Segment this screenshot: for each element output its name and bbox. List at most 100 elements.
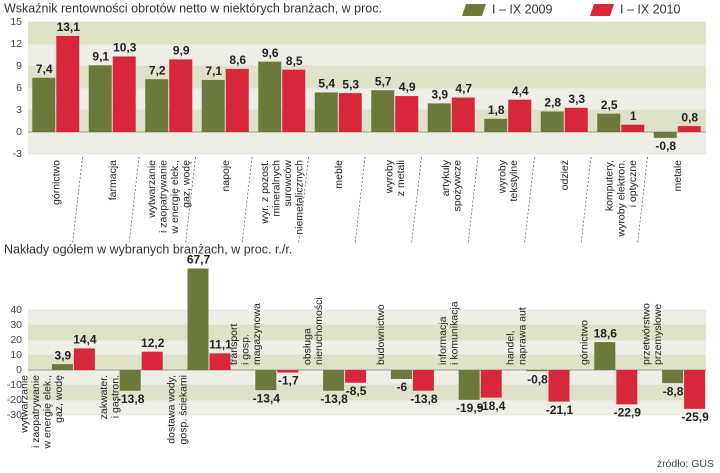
- x-tick-label: zakwater.i gastron.: [98, 375, 122, 419]
- x-tick-label: górnictwo: [50, 160, 62, 205]
- y-tick-label: 6: [16, 82, 22, 94]
- value-label: 7,1: [205, 64, 222, 78]
- x-tick-label: wytwarzaniei zaopatrywaniew energię elek…: [18, 375, 65, 450]
- bar: [684, 370, 706, 409]
- x-tick-label: przetwórstwoprzemysłowe: [640, 303, 664, 365]
- bar: [145, 79, 169, 132]
- bar: [338, 93, 362, 132]
- bar: [51, 364, 73, 370]
- chart-title: Nakłady ogółem w wybranych branżach, w p…: [4, 242, 292, 256]
- category-label-group: meble: [333, 160, 345, 189]
- bar: [323, 370, 345, 391]
- value-label: 12,2: [141, 336, 165, 350]
- value-label: -19,9: [456, 401, 484, 415]
- bar: [73, 348, 95, 370]
- value-label: 7,4: [36, 62, 53, 76]
- x-tick-label: meble: [333, 160, 345, 189]
- separator: [354, 156, 366, 245]
- category-label-group: zakwater.i gastron.: [98, 375, 122, 419]
- x-tick-label: metale: [672, 160, 684, 192]
- bar: [255, 370, 277, 391]
- value-label: 2,8: [544, 96, 561, 110]
- x-tick-label: dostawa wody,gosp. ściekami: [166, 375, 190, 444]
- bar: [225, 68, 249, 132]
- bar: [594, 342, 616, 370]
- bar: [677, 126, 701, 132]
- x-tick-label: napoje: [220, 160, 232, 192]
- y-tick-label: 9: [16, 60, 22, 72]
- value-label: -13,8: [410, 392, 438, 406]
- category-label-group: wytwarzaniei zaopatrywaniew energię elek…: [146, 160, 193, 235]
- value-label: 2,5: [601, 98, 618, 112]
- separator: [411, 156, 422, 245]
- category-label-group: górnictwo: [578, 320, 590, 365]
- category-label-group: transporti gosp.magazynowa: [228, 303, 263, 365]
- value-label: 4,9: [399, 80, 416, 94]
- x-tick-label: transporti gosp.magazynowa: [228, 303, 263, 365]
- y-tick-label: 10: [10, 349, 22, 361]
- separator: [298, 156, 309, 245]
- x-tick-label: informacjai komunikacja: [437, 301, 461, 365]
- bar: [201, 79, 225, 132]
- value-label: -6: [397, 380, 408, 394]
- y-tick-label: 20: [10, 334, 22, 346]
- value-label: -25,9: [681, 410, 709, 424]
- x-tick-label: wyrobytekstylne: [496, 159, 520, 201]
- value-label: -1,7: [278, 374, 299, 388]
- x-tick-label: handel,naprawa aut: [505, 307, 529, 365]
- separator: [580, 156, 592, 245]
- category-label-group: wytwarzaniei zaopatrywaniew energię elek…: [18, 375, 65, 450]
- separator: [128, 156, 140, 245]
- bar: [169, 59, 193, 132]
- category-label-group: handel,naprawa aut: [505, 307, 529, 365]
- x-tick-label: obsługanieruchomości: [301, 297, 325, 365]
- legend-label: I – IX 2009: [492, 2, 553, 16]
- y-tick-label: 3: [16, 104, 22, 116]
- value-label: -8,5: [346, 384, 367, 398]
- bar: [458, 370, 480, 400]
- y-tick-label: -20: [7, 394, 22, 406]
- value-label: 67,7: [187, 253, 211, 267]
- bar: [141, 351, 163, 370]
- bar: [540, 111, 564, 132]
- value-label: -13,4: [253, 391, 281, 405]
- category-label-group: odzież: [559, 160, 571, 190]
- category-label-group: wyrobytekstylne: [496, 159, 520, 201]
- value-label: 13,1: [57, 20, 81, 34]
- bar: [258, 61, 282, 132]
- x-tick-label: wytwarzaniei zaopatrywaniew energię elek…: [146, 160, 193, 235]
- bar: [427, 103, 451, 132]
- bar: [548, 370, 570, 402]
- category-label-group: komputery,wyroby elektron.i optyczne: [603, 160, 638, 238]
- value-label: -13,8: [320, 392, 348, 406]
- value-label: 9,9: [173, 44, 190, 58]
- bar: [88, 65, 112, 132]
- value-label: 3,3: [568, 92, 585, 106]
- chart-title: Wskaźnik rentowności obrotów netto w nie…: [4, 1, 382, 15]
- bar: [653, 132, 677, 138]
- legend-swatch: [590, 4, 614, 16]
- value-label: 9,6: [262, 46, 279, 60]
- value-label: -0,8: [527, 372, 548, 386]
- value-label: 8,6: [229, 53, 246, 67]
- category-label-group: napoje: [220, 160, 232, 192]
- value-label: 7,2: [149, 63, 166, 77]
- x-tick-label: odzież: [559, 160, 571, 190]
- bar: [209, 353, 231, 370]
- value-label: -18,4: [478, 399, 506, 413]
- source: źródło: GUS: [657, 458, 714, 470]
- separator: [72, 156, 83, 245]
- y-tick-label: 40: [10, 304, 22, 316]
- separator: [467, 156, 479, 245]
- x-tick-label: artykułyspożywcze: [440, 159, 464, 211]
- band: [28, 22, 706, 44]
- y-tick-label: 30: [10, 319, 22, 331]
- bar: [621, 124, 645, 132]
- bar: [508, 99, 532, 132]
- band: [28, 385, 706, 400]
- value-label: 9,1: [92, 49, 109, 63]
- value-label: -0,8: [655, 139, 676, 153]
- y-tick-label: 0: [16, 364, 22, 376]
- category-label-group: obsługanieruchomości: [301, 297, 325, 365]
